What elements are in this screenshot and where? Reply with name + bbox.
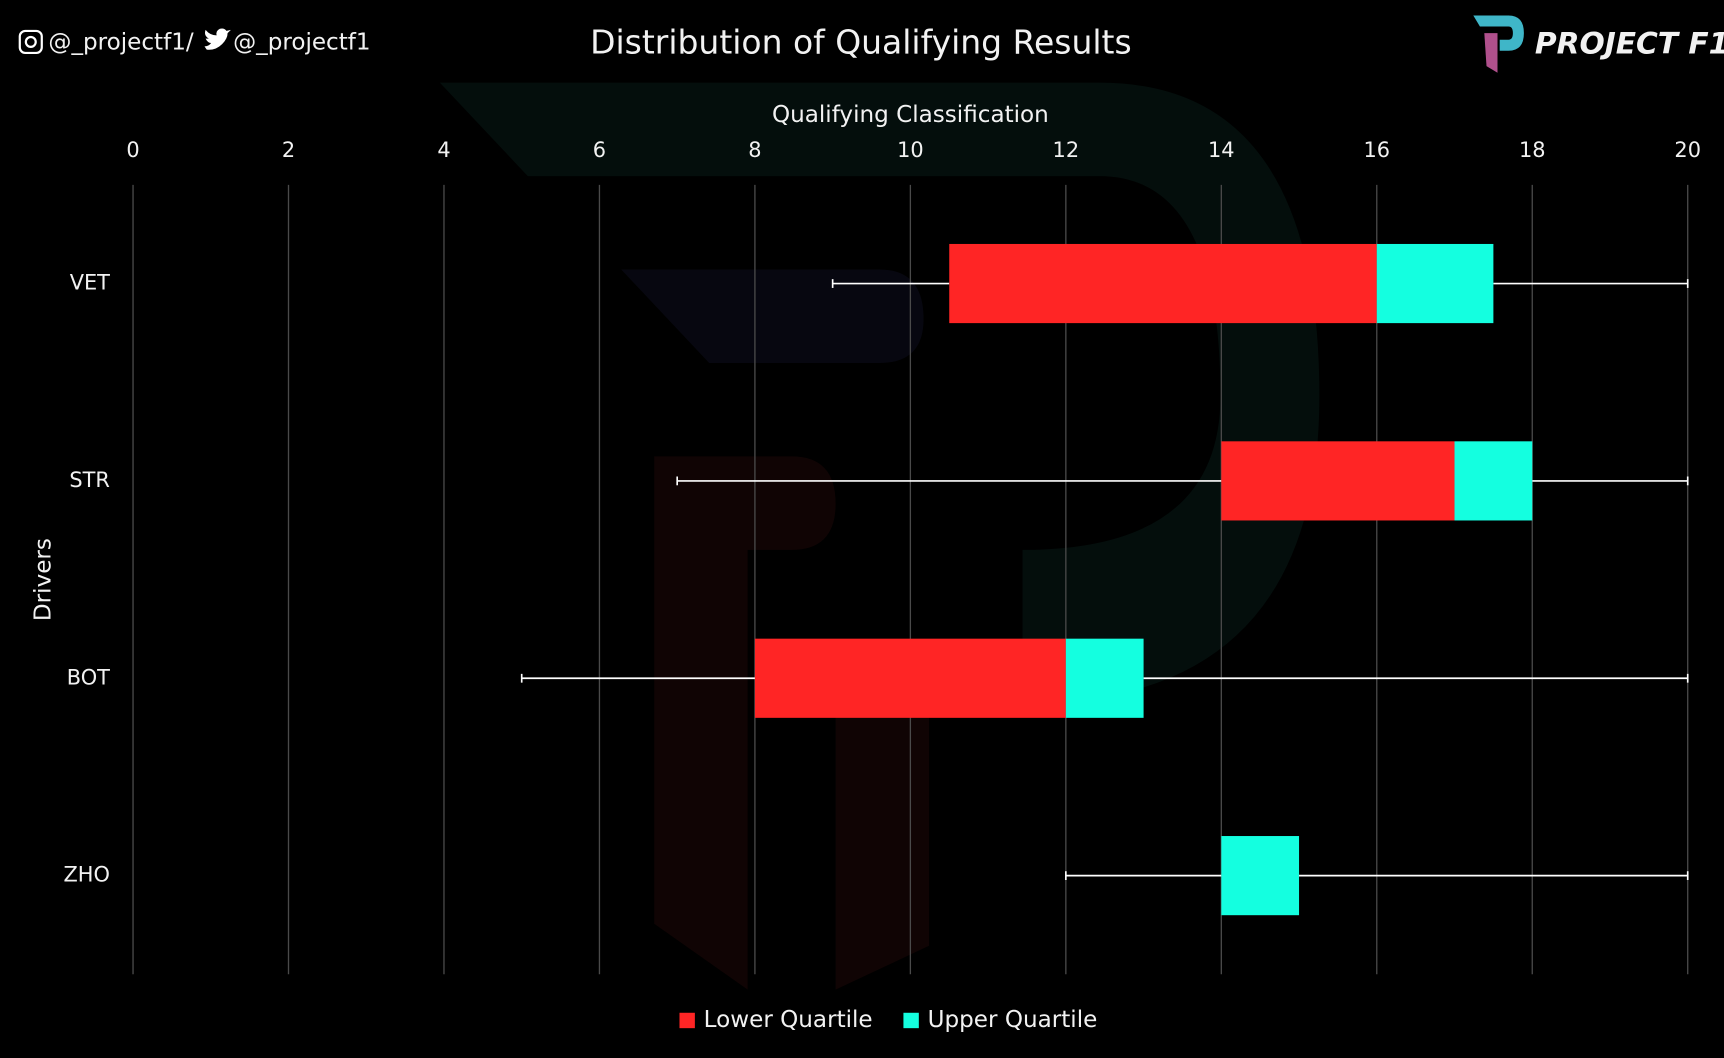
upper-quartile-box [1454,441,1533,521]
instagram-icon [18,29,43,55]
instagram-icon-lens [24,35,37,48]
instagram-handle: @_projectf1 [48,30,186,56]
twitter-handle: @_projectf1 [233,30,371,56]
y-tick-label: ZHO [64,863,110,887]
lower-quartile-box [754,638,1066,718]
x-tick-label: 4 [437,138,450,162]
x-tick-label: 10 [897,138,924,162]
x-tick-label: 6 [593,138,606,162]
y-axis-title: Drivers [30,538,56,621]
upper-quartile-box [1376,243,1494,324]
x-tick-label: 12 [1053,138,1080,162]
legend-swatch [679,1012,695,1029]
x-tick-label: 0 [126,138,139,162]
y-tick-label: STR [69,468,110,492]
legend-swatch [903,1012,919,1029]
upper-quartile-box [1065,638,1144,718]
brand-name: PROJECT F1 [1535,26,1724,61]
legend-label: Lower Quartile [704,1007,873,1033]
lower-quartile-box [949,243,1377,324]
y-tick-label: VET [70,271,110,295]
lower-quartile-box [1221,441,1455,521]
x-axis-title: Qualifying Classification [772,102,1049,128]
x-tick-label: 18 [1519,138,1546,162]
y-tick-label: BOT [67,665,110,689]
legend-label: Upper Quartile [928,1007,1098,1033]
watermark [439,82,1320,990]
brand-logo-stem [1484,33,1498,73]
upper-quartile-box [1221,836,1300,916]
separator: / [186,30,194,56]
chart-title: Distribution of Qualifying Results [590,23,1131,62]
twitter-icon [204,28,231,50]
x-tick-label: 8 [748,138,761,162]
x-tick-label: 14 [1208,138,1235,162]
x-tick-label: 20 [1674,138,1701,162]
brand-logo [1473,15,1524,51]
x-tick-label: 2 [282,138,295,162]
x-tick-label: 16 [1363,138,1390,162]
